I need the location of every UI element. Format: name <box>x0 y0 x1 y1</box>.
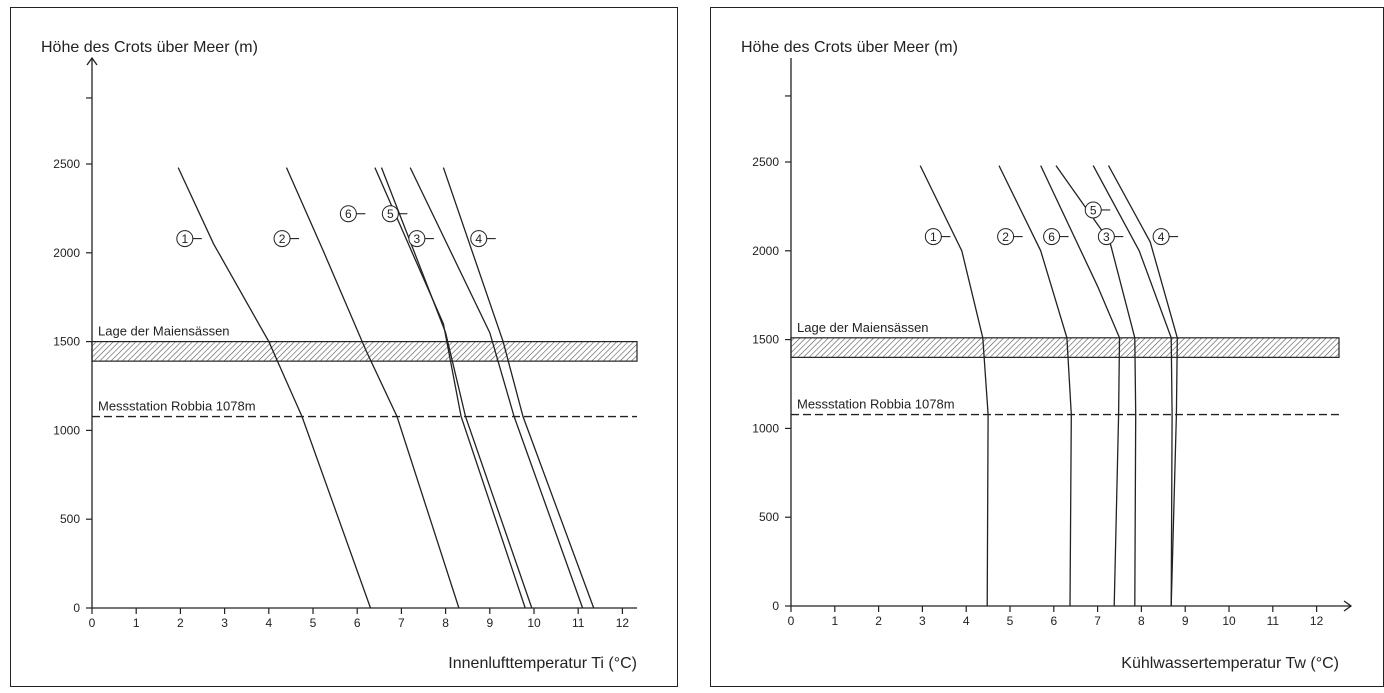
x-tick-label: 9 <box>486 616 493 630</box>
curve-label: 3 <box>1103 230 1110 244</box>
curve-label: 4 <box>1158 230 1165 244</box>
y-axis-label: Höhe des Crots über Meer (m) <box>741 39 958 56</box>
x-tick-label: 2 <box>875 614 882 628</box>
curve-label: 6 <box>345 207 352 221</box>
chart-panel-kuehlwasser: Höhe des Crots über Meer (m) Kühlwasserte… <box>710 7 1384 687</box>
x-tick-label: 3 <box>919 614 926 628</box>
x-tick-label: 12 <box>1310 614 1324 628</box>
series-line-5 <box>409 167 584 609</box>
maiensaessen-band <box>91 341 638 362</box>
x-tick-label: 11 <box>1267 614 1280 628</box>
chart-panel-innenluft: Höhe des Crots über Meer (m) Innenlufttem… <box>10 7 678 687</box>
x-tick-label: 11 <box>572 616 585 630</box>
y-tick-label: 1500 <box>752 333 779 347</box>
x-tick-label: 5 <box>1007 614 1014 628</box>
x-tick-label: 8 <box>442 616 449 630</box>
curve-label-circle <box>1084 201 1102 219</box>
y-tick-label: 2500 <box>752 155 779 169</box>
series-line-1 <box>177 167 372 609</box>
y-tick-label: 0 <box>772 599 779 613</box>
x-tick-label: 3 <box>221 616 228 630</box>
y-tick-label: 500 <box>759 510 779 524</box>
band-label: Lage der Maiensässen <box>797 320 929 335</box>
curve-label: 4 <box>475 232 482 246</box>
x-axis-arrow <box>1343 600 1353 612</box>
x-tick-label: 12 <box>616 616 630 630</box>
y-tick-label: 0 <box>73 601 80 615</box>
x-tick-label: 10 <box>1222 614 1236 628</box>
reference-line-label: Messstation Robbia 1078m <box>98 399 256 414</box>
x-tick-label: 6 <box>354 616 361 630</box>
chart-kuehlwassertemperatur: Höhe des Crots über Meer (m) Kühlwasserte… <box>741 39 1353 672</box>
y-tick-label: 2500 <box>53 157 80 171</box>
curve-label: 1 <box>930 230 937 244</box>
band-label: Lage der Maiensässen <box>98 324 230 339</box>
y-axis-label: Höhe des Crots über Meer (m) <box>41 39 258 56</box>
x-tick-label: 6 <box>1050 614 1057 628</box>
x-tick-label: 8 <box>1138 614 1145 628</box>
x-tick-label: 4 <box>963 614 970 628</box>
series-line-2 <box>285 167 460 609</box>
series-line-6 <box>374 167 526 609</box>
curve-label: 5 <box>387 207 394 221</box>
x-tick-label: 7 <box>398 616 405 630</box>
series-line-6 <box>1040 165 1121 607</box>
series-line-4 <box>442 167 595 609</box>
curve-label: 1 <box>181 232 188 246</box>
x-tick-label: 2 <box>177 616 184 630</box>
y-tick-label: 2000 <box>53 246 80 260</box>
x-tick-label: 0 <box>89 616 96 630</box>
x-tick-label: 1 <box>133 616 140 630</box>
series-line-5 <box>1092 165 1173 607</box>
series-line-3 <box>1055 165 1137 607</box>
x-tick-label: 0 <box>788 614 795 628</box>
x-tick-label: 9 <box>1182 614 1189 628</box>
x-tick-label: 4 <box>265 616 272 630</box>
y-tick-label: 1000 <box>53 423 80 437</box>
y-axis-arrow <box>86 56 98 66</box>
curve-label-circle <box>924 228 942 246</box>
y-tick-label: 1500 <box>53 335 80 349</box>
series-line-2 <box>998 165 1072 607</box>
y-tick-label: 500 <box>60 512 80 526</box>
chart-innenlufttemperatur: Höhe des Crots über Meer (m) Innenlufttem… <box>41 39 638 672</box>
y-tick-label: 1000 <box>752 421 779 435</box>
curve-label: 2 <box>1002 230 1009 244</box>
series-line-4 <box>1107 165 1178 607</box>
curve-label: 6 <box>1048 230 1055 244</box>
y-tick-label: 2000 <box>752 244 779 258</box>
maiensaessen-band <box>790 337 1340 358</box>
series-line-1 <box>919 165 989 607</box>
x-tick-label: 1 <box>831 614 838 628</box>
x-tick-label: 7 <box>1094 614 1101 628</box>
reference-line-label: Messstation Robbia 1078m <box>797 397 955 412</box>
x-axis-label: Kühlwassertemperatur Tw (°C) <box>1121 655 1339 672</box>
x-tick-label: 10 <box>527 616 541 630</box>
curve-label: 5 <box>1090 203 1097 217</box>
x-tick-label: 5 <box>310 616 317 630</box>
x-axis-label: Innenlufttemperatur Ti (°C) <box>448 655 637 672</box>
series-line-3 <box>380 167 533 609</box>
curve-label: 3 <box>414 232 421 246</box>
curve-label: 2 <box>279 232 286 246</box>
